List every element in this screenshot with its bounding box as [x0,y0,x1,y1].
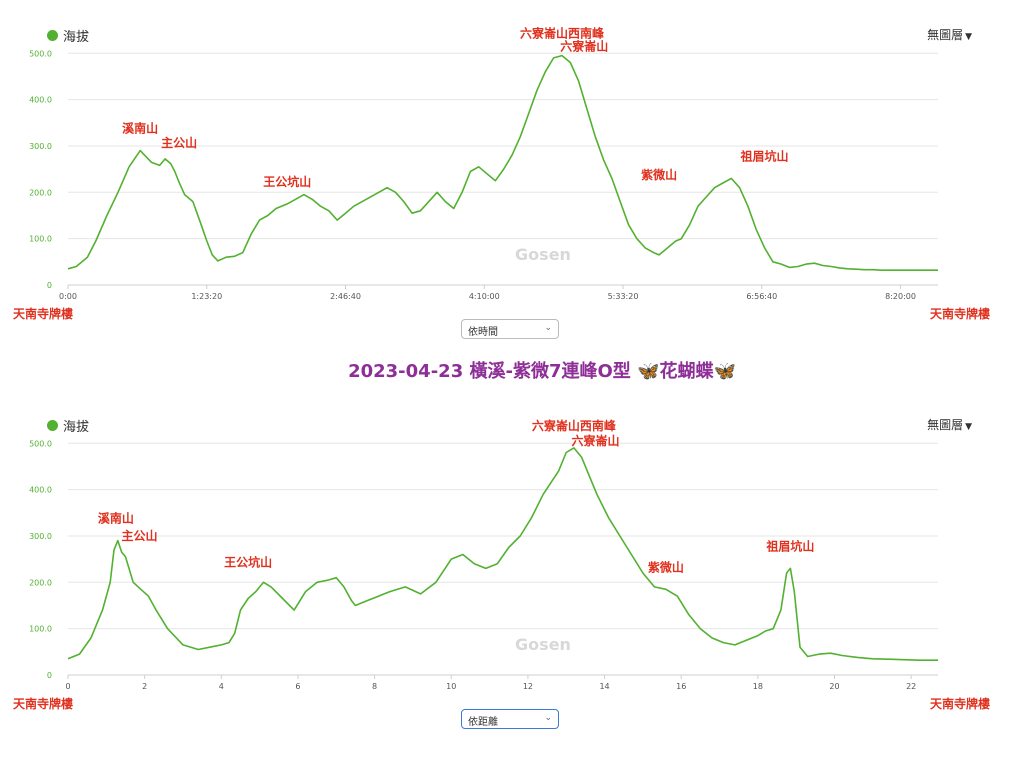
y-tick-label: 0 [47,281,52,290]
peak-label: 六寮崙山西南峰 [532,418,617,433]
y-tick-label: 500.0 [29,439,52,448]
peak-label: 六寮崙山 [560,39,608,54]
x-tick-label: 2 [142,682,147,691]
y-tick-label: 500.0 [29,49,52,58]
x-tick-label: 5:33:20 [608,292,639,301]
x-tick-label: 6 [295,682,300,691]
peak-label: 溪南山 [98,511,134,526]
x-tick-label: 8 [372,682,377,691]
y-tick-label: 200.0 [29,578,52,587]
legend-label: 海拔 [63,420,90,435]
legend[interactable]: 海拔 [47,26,89,45]
peak-label: 祖眉坑山 [740,148,789,163]
peak-label: 紫微山 [641,167,677,182]
x-tick-label: 4 [219,682,224,691]
butterfly-icon: 🦋 [713,361,736,382]
x-axis-mode-select[interactable]: 依距離 ⌄ [461,709,559,729]
elevation-line [67,54,938,272]
x-tick-label: 6:56:40 [746,292,777,301]
watermark-logo: Gosen [515,635,571,654]
legend[interactable]: 海拔 [47,416,89,435]
peak-label: 溪南山 [122,121,158,136]
y-tick-label: 100.0 [29,235,52,244]
y-tick-label: 0 [47,671,52,680]
layer-menu-label: 無圖層 [927,418,964,432]
peak-label: 紫微山 [648,559,684,574]
peak-label: 祖眉坑山 [765,538,814,553]
y-tick-label: 400.0 [29,96,52,105]
layer-menu-button[interactable]: 無圖層 ▼ [927,26,972,43]
x-tick-label: 16 [676,682,686,691]
chevron-down-icon: ⌄ [544,323,552,333]
x-tick-label: 12 [523,682,533,691]
start-endpoint-label: 天南寺牌樓 [13,697,74,711]
chevron-down-icon: ⌄ [544,713,552,723]
elevation-line [67,447,938,662]
y-tick-label: 400.0 [29,486,52,495]
x-tick-label: 0:00 [59,292,77,301]
y-tick-label: 200.0 [29,188,52,197]
x-tick-label: 14 [599,682,609,691]
x-tick-label: 4:10:00 [469,292,500,301]
page-title: 2023-04-23 橫溪-紫微7連峰O型 🦋花蝴蝶🦋 [0,357,1024,383]
x-tick-label: 0 [65,682,70,691]
legend-dot-icon [47,30,58,41]
layer-menu-label: 無圖層 [927,28,964,42]
legend-dot-icon [47,420,58,431]
page-title-suffix: 花蝴蝶 [659,361,714,382]
caret-down-icon: ▼ [965,422,972,432]
elevation-chart-by-time: 0 100.0 200.0 300.0 400.0 500.0 0:00 1:23:20 2:4… [0,0,1024,340]
x-tick-label: 2:46:40 [330,292,361,301]
peak-label: 主公山 [161,135,197,150]
start-endpoint-label: 天南寺牌樓 [13,307,74,321]
x-tick-label: 20 [829,682,839,691]
x-axis-mode-value: 依距離 [468,717,498,728]
end-endpoint-label: 天南寺牌樓 [929,307,990,321]
legend-label: 海拔 [63,30,90,45]
x-axis-mode-value: 依時間 [468,327,498,338]
butterfly-icon: 🦋 [637,361,660,382]
x-tick-label: 8:20:00 [885,292,916,301]
elevation-chart-by-distance: 0 100.0 200.0 300.0 400.0 500.0 0 2 4 6 8 10 12 14 16 1… [0,390,1024,730]
elevation-chart-svg: 0 100.0 200.0 300.0 400.0 500.0 0 2 4 6 8 10 12 14 16 1… [29,418,938,691]
watermark-logo: Gosen [515,245,571,264]
x-tick-label: 18 [753,682,763,691]
page-title-text: 2023-04-23 橫溪-紫微7連峰O型 [348,361,631,382]
peak-label: 六寮崙山 [572,433,620,448]
layer-menu-button[interactable]: 無圖層 ▼ [927,416,972,433]
elevation-chart-svg: 0 100.0 200.0 300.0 400.0 500.0 0:00 1:23:20 2:4… [29,26,938,301]
y-tick-label: 300.0 [29,142,52,151]
y-tick-label: 100.0 [29,625,52,634]
end-endpoint-label: 天南寺牌樓 [929,697,990,711]
x-tick-label: 10 [446,682,456,691]
peak-label: 王公坑山 [224,555,272,570]
y-tick-label: 300.0 [29,532,52,541]
x-tick-label: 22 [906,682,916,691]
caret-down-icon: ▼ [965,32,972,42]
peak-label: 六寮崙山西南峰 [520,26,605,41]
peak-label: 王公坑山 [263,174,311,189]
x-axis-mode-select[interactable]: 依時間 ⌄ [461,319,559,339]
x-tick-label: 1:23:20 [191,292,222,301]
peak-label: 主公山 [121,528,157,543]
